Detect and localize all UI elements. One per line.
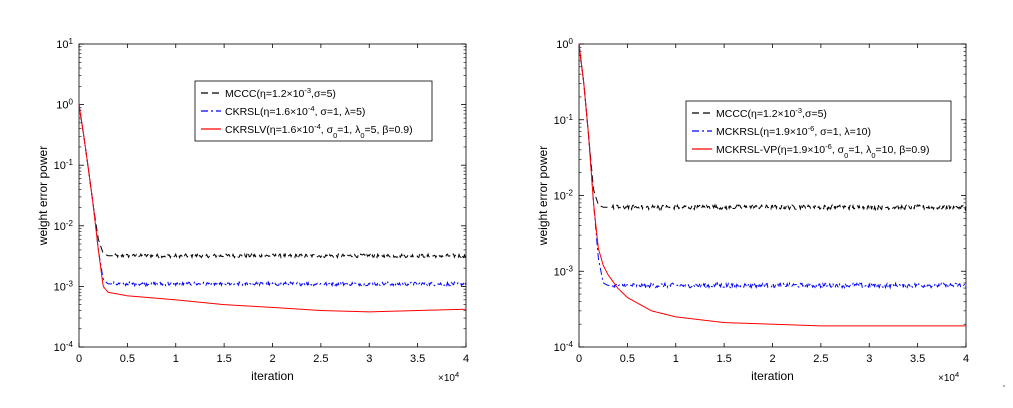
- legend-entry: CKRSLV(η=1.6×10-4, σ0=1, λ0=5, β=0.9): [225, 122, 413, 140]
- legend-box: [194, 80, 433, 142]
- x-tick-label: 1.5: [716, 353, 731, 365]
- x-tick-label: 4: [463, 353, 469, 365]
- series-line-2: [78, 104, 467, 288]
- x-tick-label: 1.5: [216, 353, 231, 365]
- y-tick-label: 10-4: [554, 340, 574, 355]
- corner-dot: [1003, 385, 1005, 387]
- x-tick-label: 1: [173, 353, 179, 365]
- x-tick-label: 2: [269, 353, 275, 365]
- x-tick-label: 2.5: [813, 353, 828, 365]
- legend-entry: CKRSL(η=1.6×10-4, σ=1, λ=5): [225, 104, 365, 119]
- series-line-1: [78, 104, 467, 260]
- y-axis-label: weight error power: [536, 146, 550, 246]
- y-axis-label: weight error power: [36, 146, 50, 246]
- x-tick-label: 0: [576, 353, 582, 365]
- x-axis-multiplier: ×104: [438, 370, 459, 385]
- y-tick-label: 10-1: [554, 112, 574, 127]
- x-axis-label: iteration: [251, 369, 294, 383]
- x-axis-multiplier: ×104: [938, 370, 959, 385]
- x-tick-label: 0.5: [120, 353, 135, 365]
- y-tick-label: 100: [556, 37, 573, 52]
- x-tick-label: 3.5: [910, 353, 925, 365]
- x-tick-label: 0.5: [620, 353, 635, 365]
- legend-entry: MCCC(η=1.2×10-3,σ=5): [716, 106, 827, 121]
- x-tick-label: 2: [769, 353, 775, 365]
- legend-entry: MCKRSL(η=1.9×10-6, σ=1, λ=10): [716, 124, 871, 139]
- x-tick-label: 3.5: [410, 353, 425, 365]
- y-tick-label: 10-2: [554, 188, 574, 203]
- legend-entry: MCKRSL-VP(η=1.9×10-6, σ0=1, λ0=10, β=0.9…: [716, 142, 929, 160]
- chart-2: 0 0.5 1 1.5 2 2.5 3 3.5 4 100 10-1 10-2 10-3 10-4 iter…: [536, 37, 969, 385]
- x-tick-label: 1: [673, 353, 679, 365]
- x-tick-label: 4: [963, 353, 969, 365]
- legend-box: [685, 100, 952, 162]
- y-tick-label: 10-3: [54, 279, 74, 294]
- chart-1: 0 0.5 1 1.5 2 2.5 3 3.5 4 101 100 10-1 10-2 10-3 10-4 i…: [36, 37, 469, 385]
- x-tick-label: 0: [76, 353, 82, 365]
- y-tick-label: 10-2: [54, 218, 74, 233]
- legend-entry: MCCC(η=1.2×10-3,σ=5): [225, 86, 336, 101]
- y-tick-label: 100: [56, 97, 73, 112]
- y-tick-label: 10-4: [54, 340, 74, 355]
- series-line-3: [578, 43, 966, 327]
- y-tick-label: 10-1: [54, 158, 74, 173]
- y-tick-label: 10-3: [554, 264, 574, 279]
- y-tick-label: 101: [56, 37, 73, 52]
- series-line-3: [78, 104, 467, 313]
- plot-area: [578, 43, 967, 348]
- x-tick-label: 2.5: [313, 353, 328, 365]
- series-line-1: [578, 43, 967, 212]
- x-axis-label: iteration: [751, 369, 794, 383]
- x-tick-label: 3: [866, 353, 872, 365]
- x-tick-label: 3: [366, 353, 372, 365]
